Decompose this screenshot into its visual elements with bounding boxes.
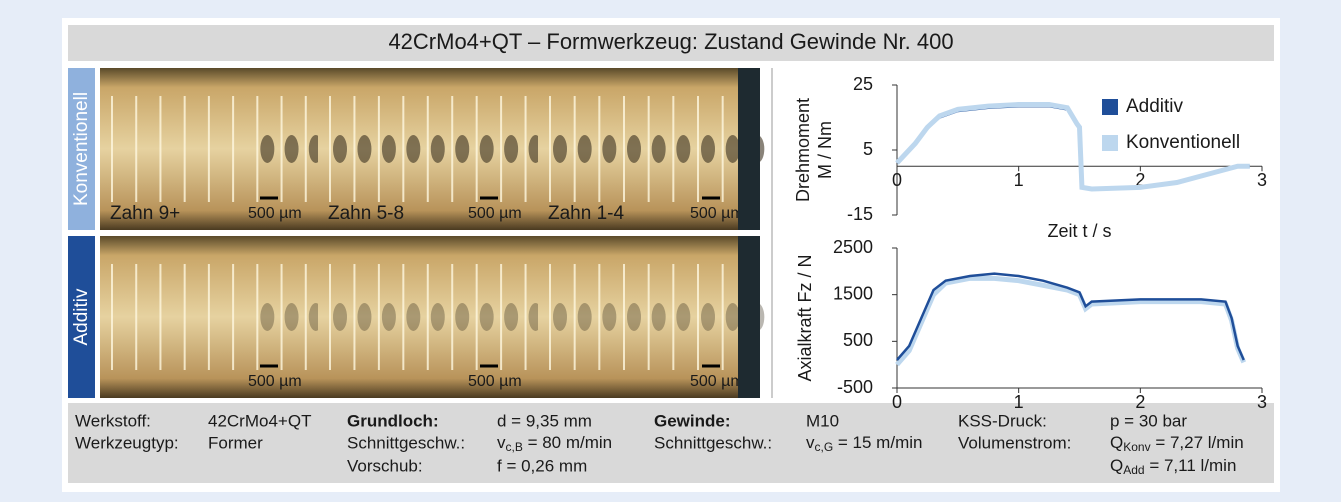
photo-edge bbox=[738, 236, 760, 398]
y-tick-label: -15 bbox=[847, 204, 873, 224]
zone-label: Zahn 5-8 bbox=[328, 203, 404, 224]
param-label: Schnittgeschw.: bbox=[347, 433, 465, 452]
wear-spot bbox=[578, 135, 592, 163]
scale-label: 500 µm bbox=[690, 205, 744, 222]
param-label: Gewinde: bbox=[654, 411, 731, 430]
legend-swatch bbox=[1102, 99, 1118, 115]
title: 42CrMo4+QT – Formwerkzeug: Zustand Gewin… bbox=[388, 29, 953, 54]
scale-label: 500 µm bbox=[248, 373, 302, 390]
wear-spot bbox=[701, 135, 715, 163]
param-label: Schnittgeschw.: bbox=[654, 433, 772, 452]
param-value: f = 0,26 mm bbox=[497, 456, 587, 475]
legend-label: Konventionell bbox=[1126, 132, 1240, 153]
param-value: 42CrMo4+QT bbox=[208, 411, 311, 430]
wear-spot bbox=[627, 135, 641, 163]
param-value: p = 30 bar bbox=[1110, 411, 1187, 430]
y-tick-label: 2500 bbox=[833, 237, 873, 257]
x-tick-label: 1 bbox=[1014, 170, 1024, 190]
wear-spot bbox=[676, 303, 690, 331]
wear-spot bbox=[357, 135, 371, 163]
wear-spot bbox=[260, 135, 274, 163]
wear-spot bbox=[406, 303, 420, 331]
photo-edge bbox=[738, 68, 760, 230]
wear-spot bbox=[333, 135, 347, 163]
scale-label: 500 µm bbox=[690, 373, 744, 390]
wear-spot bbox=[455, 135, 469, 163]
y-tick-label: 1500 bbox=[833, 283, 873, 303]
legend-label: Additiv bbox=[1126, 96, 1184, 117]
row-label: Additiv bbox=[71, 288, 92, 346]
wear-spot bbox=[726, 135, 740, 163]
param-label: Volumenstrom: bbox=[958, 433, 1071, 452]
y-tick-label: 500 bbox=[843, 330, 873, 350]
wear-spot bbox=[602, 303, 616, 331]
param-label: Vorschub: bbox=[347, 456, 423, 475]
row-label: Konventionell bbox=[71, 92, 92, 206]
wear-spot bbox=[285, 303, 299, 331]
wear-spot bbox=[406, 135, 420, 163]
x-tick-label: 1 bbox=[1014, 392, 1024, 412]
wear-spot bbox=[357, 303, 371, 331]
y-tick-label: -500 bbox=[837, 377, 873, 397]
figure: 42CrMo4+QT – Formwerkzeug: Zustand Gewin… bbox=[0, 0, 1341, 502]
wear-spot bbox=[652, 135, 666, 163]
y-tick-label: 25 bbox=[853, 74, 873, 94]
wear-spot bbox=[652, 303, 666, 331]
wear-spot bbox=[480, 303, 494, 331]
wear-spot bbox=[553, 135, 567, 163]
zone-label: Zahn 1-4 bbox=[548, 203, 624, 224]
wear-spot bbox=[285, 135, 299, 163]
param-value: M10 bbox=[806, 411, 839, 430]
wear-spot bbox=[431, 303, 445, 331]
wear-spot bbox=[431, 135, 445, 163]
wear-spot bbox=[578, 303, 592, 331]
wear-spot bbox=[455, 303, 469, 331]
wear-spot bbox=[382, 135, 396, 163]
wear-spot bbox=[382, 303, 396, 331]
param-value: d = 9,35 mm bbox=[497, 411, 592, 430]
wear-spot bbox=[602, 135, 616, 163]
wear-spot bbox=[726, 303, 740, 331]
scale-label: 500 µm bbox=[468, 373, 522, 390]
wear-spot bbox=[504, 135, 518, 163]
scale-label: 500 µm bbox=[468, 205, 522, 222]
x-tick-label: 0 bbox=[892, 170, 902, 190]
zone-label: Zahn 9+ bbox=[110, 203, 180, 224]
wear-spot bbox=[627, 303, 641, 331]
scale-label: 500 µm bbox=[248, 205, 302, 222]
param-label: Werkzeugtyp: bbox=[75, 433, 179, 452]
x-tick-label: 3 bbox=[1257, 170, 1267, 190]
wear-spot bbox=[480, 135, 494, 163]
param-label: KSS-Druck: bbox=[958, 411, 1047, 430]
wear-spot bbox=[676, 135, 690, 163]
y-axis-title: Axialkraft Fz / N bbox=[795, 254, 815, 381]
wear-spot bbox=[553, 303, 567, 331]
wear-spot bbox=[260, 303, 274, 331]
wear-spot bbox=[701, 303, 715, 331]
wear-spot bbox=[504, 303, 518, 331]
x-tick-label: 2 bbox=[1135, 392, 1145, 412]
x-tick-label: 0 bbox=[892, 392, 902, 412]
y-tick-label: 5 bbox=[863, 139, 873, 159]
param-label: Grundloch: bbox=[347, 411, 439, 430]
param-value: Former bbox=[208, 433, 263, 452]
param-label: Werkstoff: bbox=[75, 411, 151, 430]
x-tick-label: 3 bbox=[1257, 392, 1267, 412]
legend-swatch bbox=[1102, 135, 1118, 151]
x-axis-title: Zeit t / s bbox=[1047, 221, 1111, 241]
wear-spot bbox=[333, 303, 347, 331]
